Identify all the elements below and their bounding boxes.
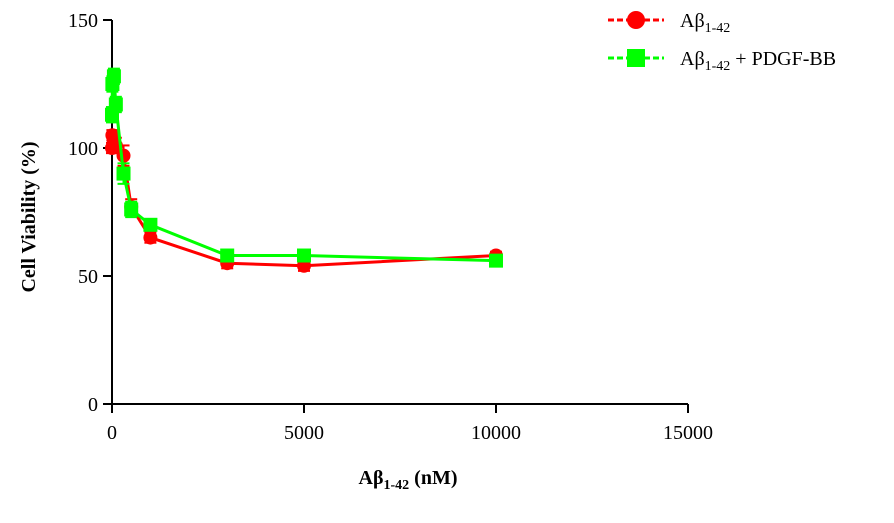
y-tick-label: 0 [88, 394, 98, 416]
data-point [106, 69, 121, 84]
x-axis-title-main: Aβ [359, 467, 384, 489]
data-point [297, 248, 311, 263]
legend-marker-circle [627, 11, 645, 29]
legend-label-main: Aβ [680, 10, 705, 32]
data-point [116, 166, 131, 181]
legend-marker-square [627, 49, 645, 67]
legend-item-1: Aβ1-42 + PDGF-BB [608, 48, 836, 74]
x-tick-label: 5000 [284, 422, 324, 444]
data-point [143, 217, 158, 232]
legend-label: Aβ1-42 + PDGF-BB [680, 48, 836, 74]
y-axis-title: Cell Viability (%) [18, 141, 40, 292]
series-1 [105, 67, 503, 268]
series-line [110, 134, 497, 268]
data-point [489, 253, 503, 268]
x-axis-title-sub: 1-42 [383, 478, 409, 493]
legend-label-sub: 1-42 [705, 21, 731, 36]
series-line [110, 76, 497, 263]
legend-label-main: Aβ [680, 48, 705, 70]
legend-label: Aβ1-42 [680, 10, 730, 36]
y-tick-label: 150 [68, 10, 98, 32]
x-tick-label: 10000 [471, 422, 521, 444]
data-point [108, 97, 123, 112]
legend-label-sub: 1-42 [705, 59, 731, 74]
axes [111, 20, 688, 405]
y-tick-label: 100 [68, 138, 98, 160]
plot-area [105, 67, 503, 273]
ticks: 0 50 100 150 0 5000 10000 15000 [68, 10, 713, 444]
data-point [143, 230, 158, 245]
x-axis-title: Aβ1-42 (nM) [359, 467, 458, 493]
legend-label-tail: + PDGF-BB [730, 48, 836, 70]
data-point [220, 248, 235, 263]
x-tick-label: 0 [107, 422, 117, 444]
y-tick-label: 50 [78, 266, 98, 288]
x-axis-title-unit: (nM) [409, 467, 457, 489]
x-tick-label: 15000 [663, 422, 713, 444]
data-point [124, 202, 139, 217]
legend-item-0: Aβ1-42 [608, 10, 730, 36]
